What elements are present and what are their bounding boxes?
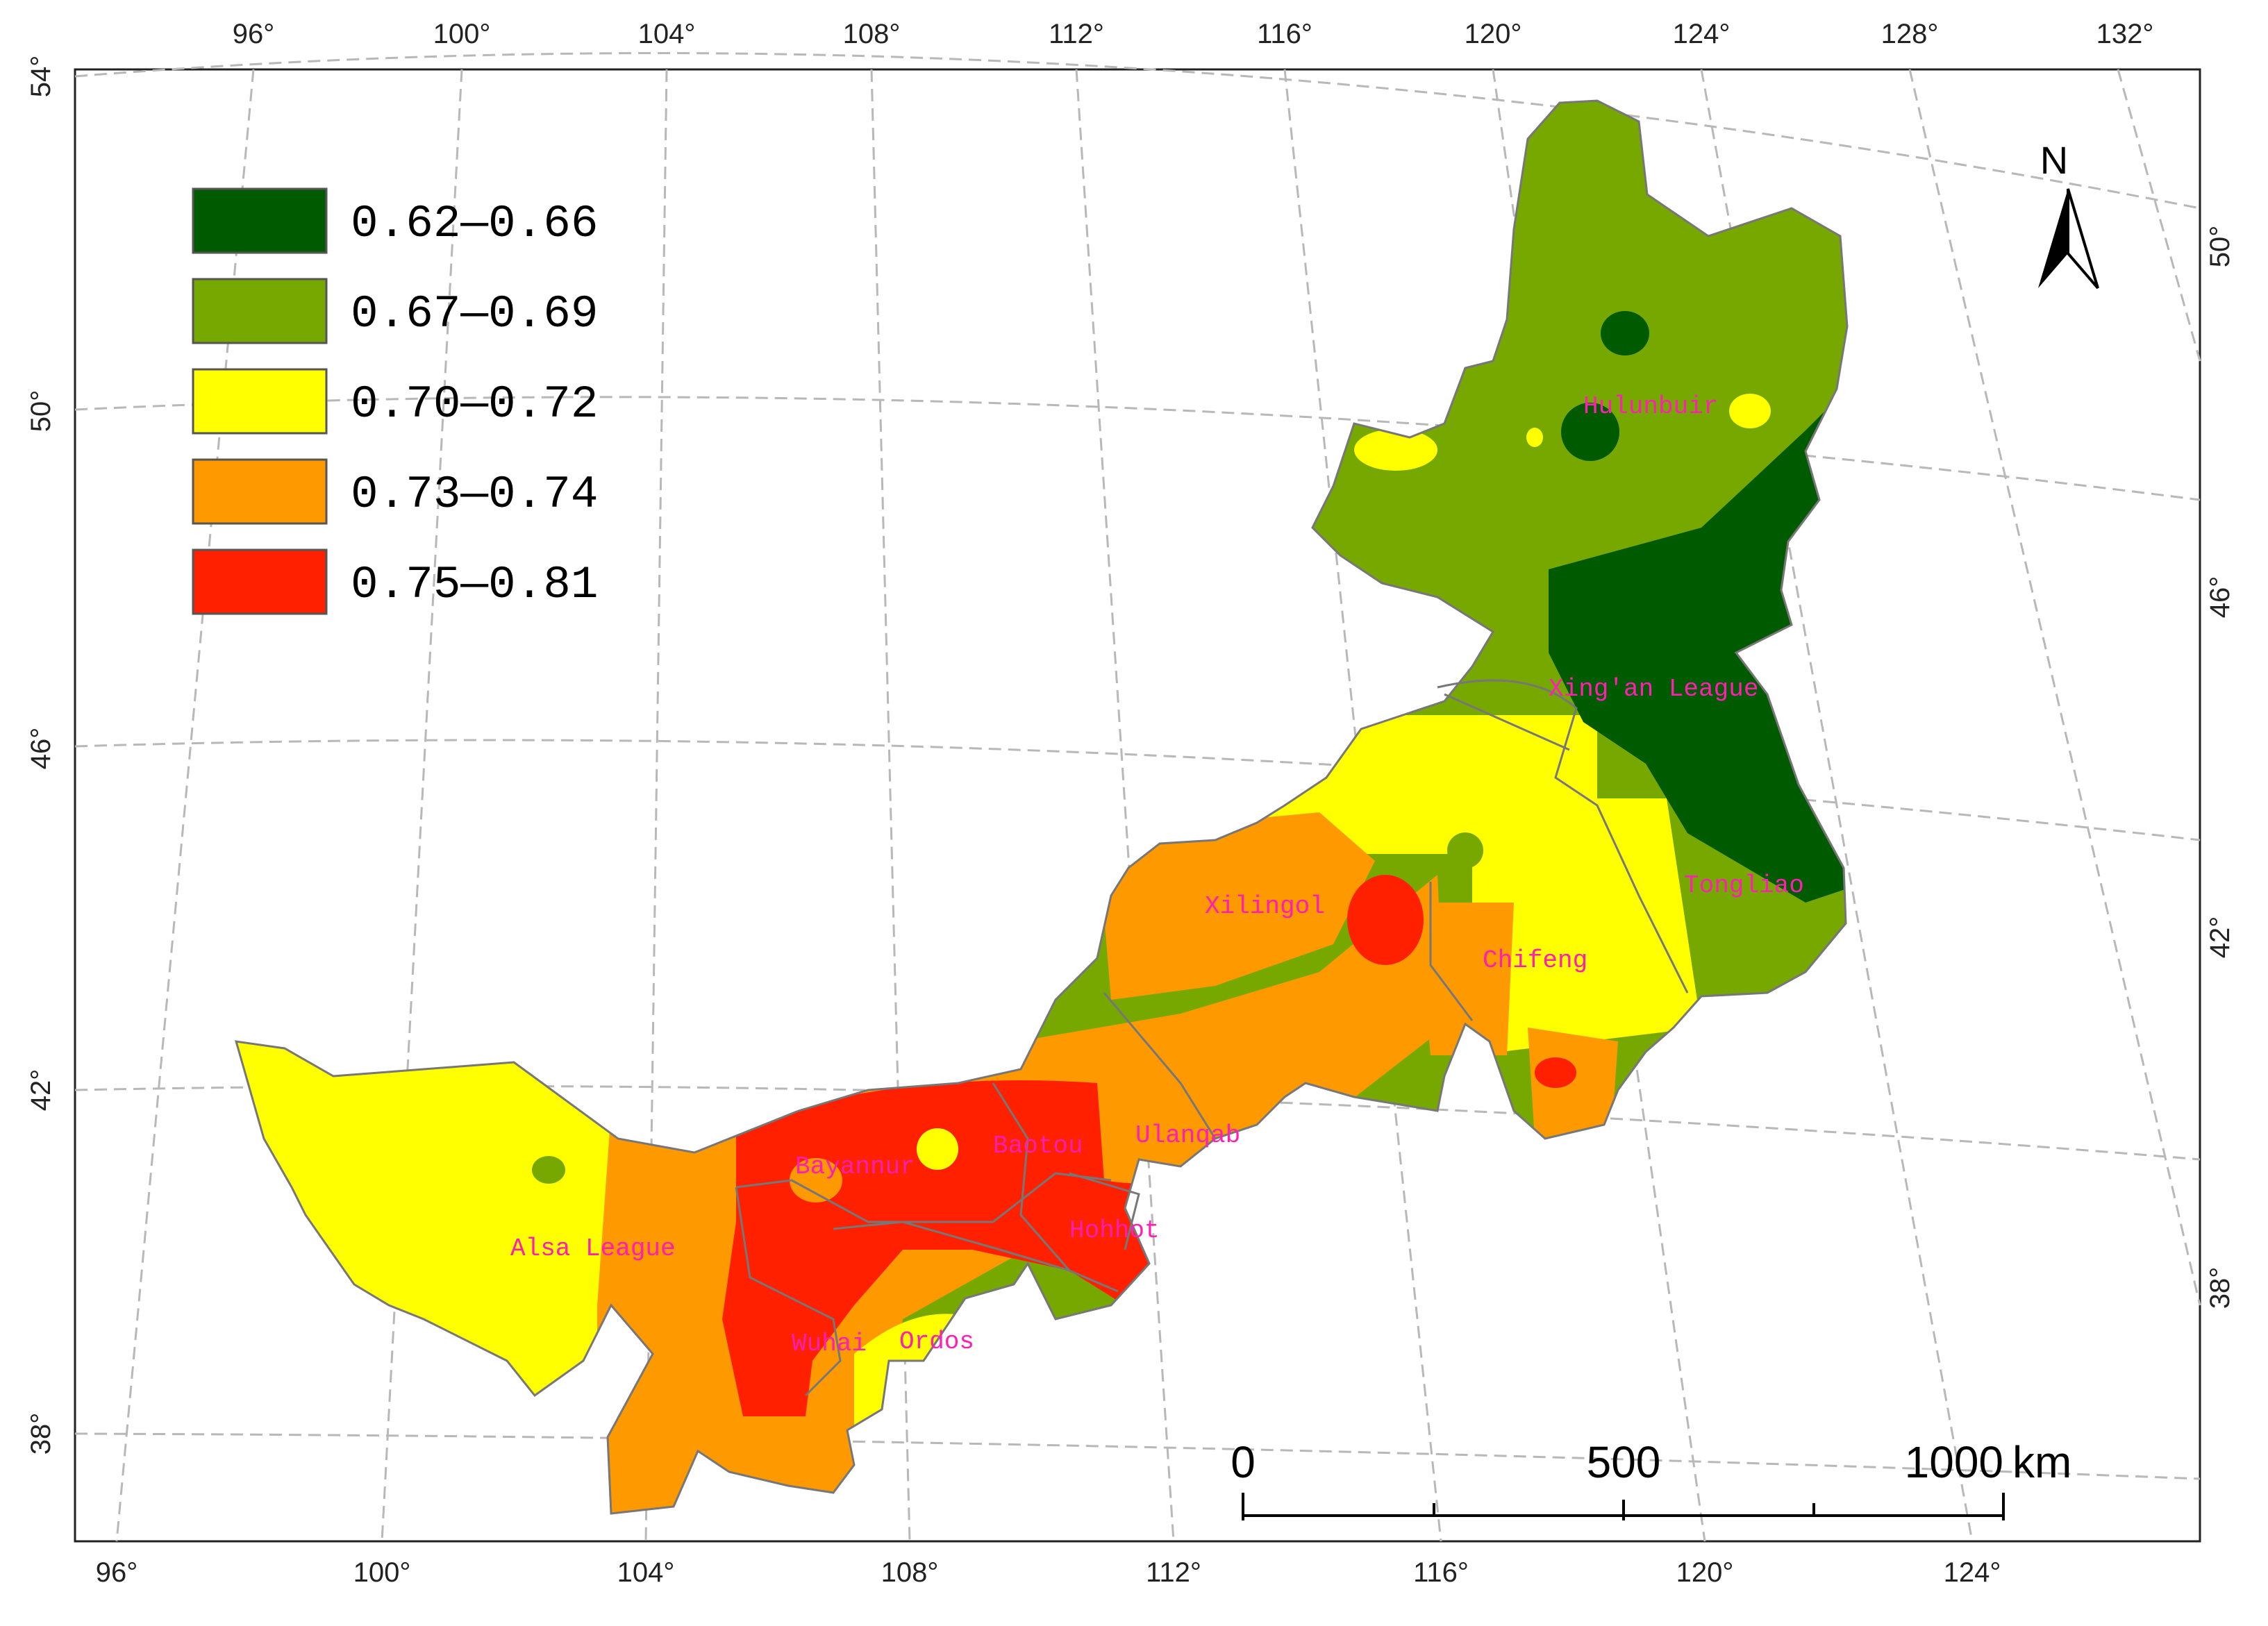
top-tick-116: 116° bbox=[1257, 19, 1312, 49]
label-alsa-league: Alsa League bbox=[510, 1234, 676, 1263]
region-labels: Hulunbuir Xing'an League Tongliao Xiling… bbox=[510, 392, 1804, 1358]
legend-swatch-1 bbox=[192, 187, 328, 254]
left-tick-42: 42° bbox=[26, 1069, 56, 1112]
top-tick-104: 104° bbox=[638, 19, 696, 49]
top-tick-labels: 96° 100° 104° 108° 112° 116° 120° 124° 1… bbox=[233, 19, 2154, 49]
scale-bar: 0 500 1000 km bbox=[1231, 1437, 2071, 1520]
right-tick-labels: 50° 46° 42° 38° bbox=[2205, 226, 2235, 1309]
right-tick-38: 38° bbox=[2205, 1267, 2235, 1309]
bottom-tick-labels: 96° 100° 104° 108° 112° 116° 120° 124° bbox=[96, 1557, 2001, 1588]
scale-label-0: 0 bbox=[1231, 1437, 1256, 1487]
label-wuhai: Wuhai bbox=[792, 1330, 867, 1358]
legend: 0.62—0.66 0.67—0.69 0.70—0.72 0.73—0.74 … bbox=[192, 187, 598, 615]
top-tick-96: 96° bbox=[233, 19, 275, 49]
label-ulanqab: Ulanqab bbox=[1135, 1121, 1240, 1150]
scale-label-1000: 1000 bbox=[1905, 1437, 2003, 1487]
legend-swatch-2 bbox=[192, 278, 328, 344]
bottom-tick-96: 96° bbox=[96, 1557, 138, 1588]
label-tongliao: Tongliao bbox=[1684, 871, 1804, 900]
top-tick-128: 128° bbox=[1881, 19, 1939, 49]
bottom-tick-120: 120° bbox=[1676, 1557, 1734, 1588]
label-xingan-league: Xing'an League bbox=[1549, 675, 1758, 703]
legend-swatch-3 bbox=[192, 368, 328, 435]
label-baotou: Baotou bbox=[993, 1132, 1083, 1160]
legend-label-4: 0.73—0.74 bbox=[351, 469, 598, 521]
north-label: N bbox=[2040, 138, 2068, 182]
legend-label-2: 0.67—0.69 bbox=[351, 288, 598, 340]
right-tick-46: 46° bbox=[2205, 576, 2235, 619]
scale-label-500: 500 bbox=[1587, 1437, 1661, 1487]
legend-swatch-4 bbox=[192, 458, 328, 525]
label-xilingol: Xilingol bbox=[1205, 892, 1325, 921]
top-tick-124: 124° bbox=[1673, 19, 1731, 49]
bottom-tick-108: 108° bbox=[881, 1557, 939, 1588]
label-bayannur: Bayannur bbox=[795, 1153, 915, 1181]
left-tick-54: 54° bbox=[26, 56, 56, 98]
legend-label-1: 0.62—0.66 bbox=[351, 198, 598, 250]
top-tick-132: 132° bbox=[2096, 19, 2154, 49]
bottom-tick-100: 100° bbox=[353, 1557, 411, 1588]
bottom-tick-116: 116° bbox=[1413, 1557, 1469, 1588]
right-tick-42: 42° bbox=[2205, 916, 2235, 959]
label-hohhot: Hohhot bbox=[1069, 1216, 1160, 1245]
left-tick-50: 50° bbox=[26, 390, 56, 433]
right-tick-50: 50° bbox=[2205, 226, 2235, 268]
bottom-tick-104: 104° bbox=[617, 1557, 675, 1588]
top-tick-108: 108° bbox=[843, 19, 901, 49]
left-tick-labels: 54° 50° 46° 42° 38° bbox=[26, 56, 56, 1455]
label-chifeng: Chifeng bbox=[1483, 946, 1587, 975]
bottom-tick-124: 124° bbox=[1944, 1557, 2001, 1588]
scale-unit: km bbox=[2012, 1437, 2071, 1487]
legend-label-5: 0.75—0.81 bbox=[351, 559, 598, 611]
left-tick-46: 46° bbox=[26, 728, 56, 770]
top-tick-120: 120° bbox=[1465, 19, 1522, 49]
bottom-tick-112: 112° bbox=[1146, 1557, 1201, 1588]
north-arrow-icon bbox=[2038, 188, 2099, 290]
label-hulunbuir: Hulunbuir bbox=[1583, 392, 1718, 421]
label-ordos: Ordos bbox=[899, 1327, 974, 1356]
legend-label-3: 0.70—0.72 bbox=[351, 378, 598, 430]
top-tick-100: 100° bbox=[433, 19, 491, 49]
legend-swatch-5 bbox=[192, 548, 328, 615]
top-tick-112: 112° bbox=[1049, 19, 1104, 49]
north-arrow: N bbox=[2038, 138, 2099, 290]
left-tick-38: 38° bbox=[26, 1413, 56, 1455]
